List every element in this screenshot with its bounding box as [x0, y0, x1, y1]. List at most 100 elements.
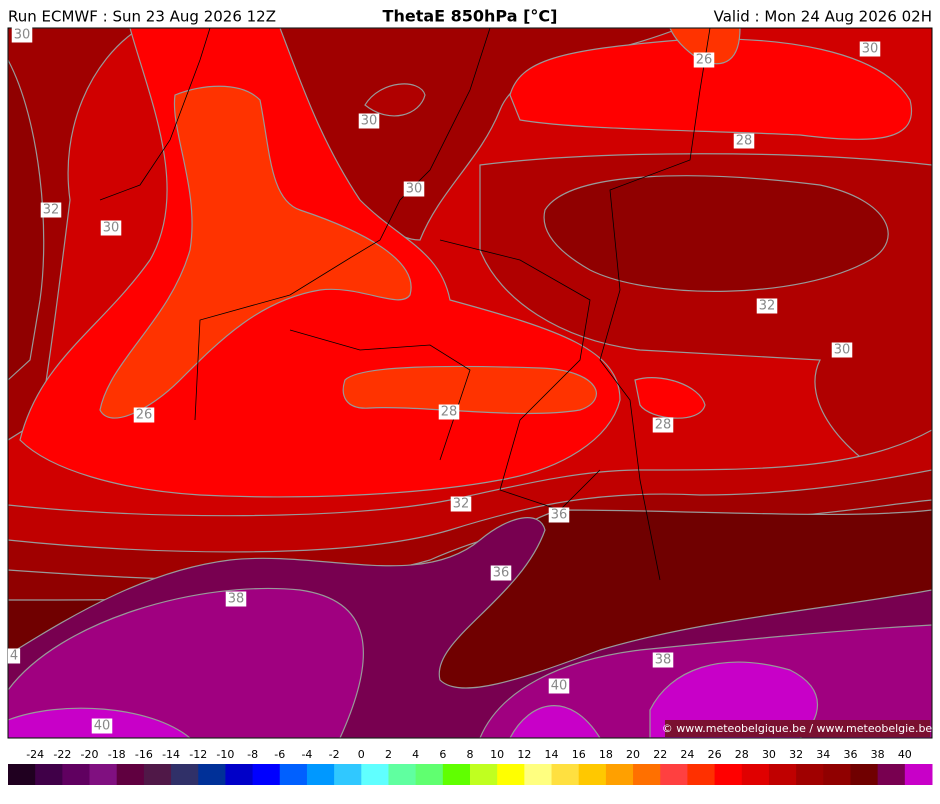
colorbar-tick-label: 22: [653, 748, 667, 761]
contour-label: 32: [759, 299, 776, 314]
copyright: © www.meteobelgique.be / www.meteobelgie…: [662, 722, 933, 735]
contour-label-box: [438, 404, 460, 420]
contour-label-box: [7, 648, 21, 664]
contour-label-box: [225, 591, 247, 607]
colorbar-swatch: [850, 764, 879, 785]
colorbar-swatch: [904, 764, 933, 785]
colorbar-tick-label: 18: [599, 748, 613, 761]
colorbar-swatch: [252, 764, 281, 785]
valid-label: Valid : Mon 24 Aug 2026 02H: [714, 8, 932, 26]
colorbar-swatch: [768, 764, 797, 785]
colorbar-tick-label: -22: [53, 748, 71, 761]
contour-label: 30: [14, 28, 31, 43]
colorbar-swatch: [741, 764, 770, 785]
contour-label: 38: [655, 653, 672, 668]
copyright-box: [665, 720, 930, 737]
contour-label: 32: [43, 203, 60, 218]
colorbar-tick-label: -20: [81, 748, 99, 761]
contour-label-box: [358, 113, 380, 129]
contour-label: 28: [441, 405, 458, 420]
contour-label: 30: [862, 42, 879, 57]
colorbar-tick-label: 26: [708, 748, 722, 761]
contour-label-box: [133, 407, 155, 423]
contour-label: 4: [10, 649, 18, 664]
contour-label: 26: [136, 408, 153, 423]
colorbar-swatch: [198, 764, 226, 785]
contour-label: 30: [361, 114, 378, 129]
colorbar-swatch: [225, 764, 254, 785]
colorbar-swatch: [524, 764, 553, 785]
colorbar-tick-label: -8: [247, 748, 258, 761]
colorbar-swatch: [143, 764, 172, 785]
colorbar-swatch: [8, 764, 36, 785]
colorbar-tick-label: 16: [572, 748, 586, 761]
contour-label-box: [859, 41, 881, 57]
contour-label: 36: [551, 508, 568, 523]
colorbar-swatch: [796, 764, 824, 785]
colorbar-tick-label: -2: [329, 748, 340, 761]
map-title: ThetaE 850hPa [°C]: [383, 7, 558, 26]
contour-label-box: [11, 27, 33, 43]
colorbar-swatch: [470, 764, 498, 785]
colorbar-tick-label: -24: [26, 748, 44, 761]
contour-label: 32: [453, 497, 470, 512]
colorbar-swatch: [35, 764, 63, 785]
colorbar-swatch: [89, 764, 118, 785]
colorbar-swatch: [714, 764, 743, 785]
contour-label: 26: [696, 53, 713, 68]
colorbar-swatch: [877, 764, 906, 785]
colorbar-swatch: [578, 764, 607, 785]
contour-label-box: [831, 342, 853, 358]
contour-label-box: [490, 565, 512, 581]
contour-label: 30: [834, 343, 851, 358]
colorbar-tick-label: 36: [843, 748, 857, 761]
colorbar-tick-label: -4: [301, 748, 312, 761]
colorbar-swatch: [361, 764, 389, 785]
map-frame: [7, 27, 933, 739]
contour-label-box: [652, 652, 674, 668]
colorbar-tick-label: -18: [108, 748, 126, 761]
contour-label-box: [450, 496, 472, 512]
contour-label-box: [40, 202, 62, 218]
contour-label-box: [652, 417, 674, 433]
colorbar-swatch: [306, 764, 335, 785]
contour-label-box: [548, 507, 570, 523]
colorbar-swatch: [279, 764, 308, 785]
colorbar-swatch: [551, 764, 580, 785]
colorbar-tick-label: 10: [490, 748, 504, 761]
colorbar-swatch: [605, 764, 634, 785]
contour-label-box: [548, 678, 570, 694]
colorbar-swatch: [660, 764, 688, 785]
colorbar-swatch: [415, 764, 444, 785]
colorbar-tick-label: 4: [412, 748, 419, 761]
colorbar-tick-label: 28: [735, 748, 749, 761]
contour-label: 40: [94, 719, 111, 734]
colorbar-tick-label: -14: [162, 748, 180, 761]
colorbar-tick-label: -6: [274, 748, 285, 761]
colorbar-tick-label: 14: [545, 748, 559, 761]
contour-label-box: [693, 52, 715, 68]
contour-label: 30: [406, 182, 423, 197]
contour-label-box: [733, 133, 755, 149]
colorbar-tick-label: -12: [189, 748, 207, 761]
contour-label: 36: [493, 566, 510, 581]
colorbar-swatch: [497, 764, 525, 785]
colorbar-swatch: [171, 764, 199, 785]
colorbar-tick-label: -16: [135, 748, 153, 761]
colorbar-tick-label: 34: [816, 748, 830, 761]
contour-label: 28: [736, 134, 753, 149]
colorbar-tick-label: 32: [789, 748, 803, 761]
contour-label: 40: [551, 679, 568, 694]
colorbar-tick-label: 0: [358, 748, 365, 761]
run-label: Run ECMWF : Sun 23 Aug 2026 12Z: [8, 8, 276, 26]
colorbar-swatch: [62, 764, 91, 785]
colorbar-tick-label: 24: [680, 748, 694, 761]
colorbar-tick-label: -10: [216, 748, 234, 761]
contour-label: 30: [103, 221, 120, 236]
contour-label: 38: [228, 592, 245, 607]
colorbar-tick-label: 2: [385, 748, 392, 761]
colorbar-swatch: [633, 764, 661, 785]
colorbar-tick-label: 8: [467, 748, 474, 761]
